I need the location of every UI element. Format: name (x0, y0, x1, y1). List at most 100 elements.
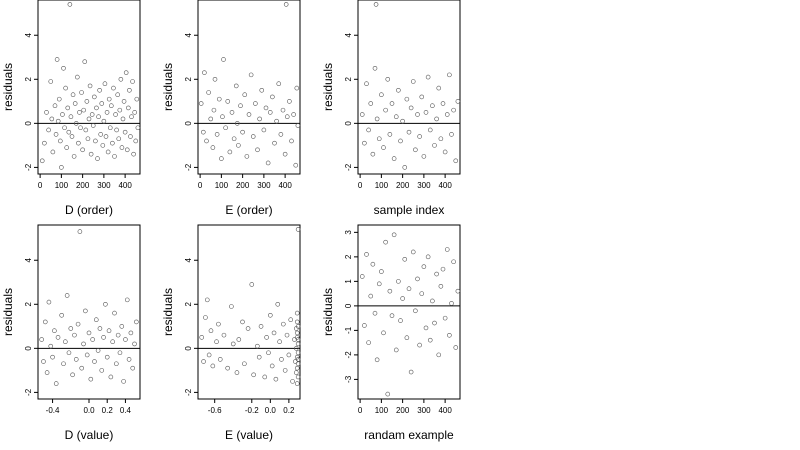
data-point (95, 156, 100, 161)
data-point (66, 129, 72, 135)
data-point (128, 134, 133, 139)
data-point (250, 134, 256, 139)
data-point (63, 85, 68, 91)
data-point (79, 365, 85, 371)
data-point (106, 328, 112, 334)
data-point (374, 357, 380, 363)
data-point (130, 79, 135, 84)
y-tick-label: 0 (24, 121, 33, 126)
x-tick-label: -0.2 (245, 406, 259, 415)
data-point (242, 361, 247, 367)
data-point (210, 363, 216, 369)
data-point (289, 138, 294, 144)
data-point (427, 337, 433, 343)
plot-frame (357, 224, 461, 400)
data-point (406, 129, 412, 135)
data-points (39, 229, 139, 386)
y-tick-label: -2 (24, 163, 33, 171)
data-point (132, 341, 137, 347)
data-point (41, 359, 46, 364)
data-point (364, 81, 369, 86)
y-tick-label: 2 (344, 77, 353, 82)
data-point (219, 156, 224, 161)
y-tick-label: 2 (344, 254, 353, 259)
x-axis-label: E (value) (225, 428, 273, 442)
data-point (62, 125, 67, 131)
data-point (381, 330, 386, 336)
data-point (257, 116, 262, 122)
y-axis-label: residuals (161, 63, 175, 111)
x-tick-label: 300 (97, 181, 111, 190)
x-axis-label: D (value) (65, 428, 114, 442)
data-point (436, 85, 442, 91)
data-point (362, 140, 367, 146)
data-point (58, 138, 63, 144)
data-point (93, 317, 99, 323)
data-point (132, 110, 137, 115)
x-tick-label: 300 (417, 406, 431, 415)
data-point (294, 365, 300, 371)
data-point (256, 354, 262, 360)
data-point (389, 101, 395, 106)
panel-sample-index: 0 100 200 300 400 -2 0 2 4 sample index residuals (321, 0, 461, 217)
data-point (46, 127, 51, 133)
data-point (52, 103, 58, 109)
data-point (372, 65, 378, 71)
data-point (262, 374, 268, 380)
data-point (94, 105, 99, 111)
data-point (444, 112, 450, 117)
data-point (417, 342, 422, 348)
data-point (111, 85, 116, 91)
x-tick-label: -0.4 (46, 406, 60, 415)
data-point (269, 363, 275, 369)
data-point (273, 376, 279, 382)
data-point (87, 83, 93, 89)
data-point (235, 121, 240, 126)
data-point (83, 127, 89, 133)
x-tick-label: 400 (438, 181, 452, 190)
data-points (39, 2, 141, 170)
data-point (391, 232, 397, 238)
data-point (135, 125, 141, 131)
data-point (61, 65, 66, 71)
data-point (391, 156, 397, 161)
data-point (77, 110, 82, 115)
data-point (379, 92, 384, 98)
data-point (108, 374, 114, 380)
data-point (383, 107, 388, 113)
data-point (442, 149, 448, 155)
data-point (447, 332, 452, 338)
y-tick-label: -2 (184, 388, 193, 396)
data-point (86, 116, 92, 122)
data-point (292, 337, 297, 342)
x-tick-label: 100 (375, 181, 389, 190)
data-point (121, 99, 127, 104)
data-point (366, 340, 371, 345)
data-point (368, 101, 374, 106)
data-point (398, 138, 403, 144)
data-point (116, 136, 122, 142)
data-point (223, 125, 228, 131)
data-point (73, 357, 79, 362)
data-points (198, 2, 301, 168)
x-tick-label: 100 (375, 406, 389, 415)
y-tick-label: 1 (344, 279, 353, 284)
data-point (67, 2, 73, 7)
data-point (79, 90, 84, 95)
data-point (93, 138, 98, 144)
data-point (76, 140, 81, 146)
data-point (68, 326, 74, 331)
y-tick-label: 0 (184, 346, 193, 351)
y-axis-label: residuals (1, 288, 15, 336)
y-tick-label: -1 (344, 326, 353, 334)
data-point (423, 325, 429, 331)
data-point (127, 88, 132, 93)
data-point (427, 127, 433, 133)
data-point (52, 328, 57, 334)
data-point (406, 286, 412, 292)
plot-frame (37, 224, 141, 400)
data-point (101, 335, 106, 340)
data-point (103, 301, 108, 307)
data-point (126, 357, 132, 362)
data-point (436, 352, 442, 358)
